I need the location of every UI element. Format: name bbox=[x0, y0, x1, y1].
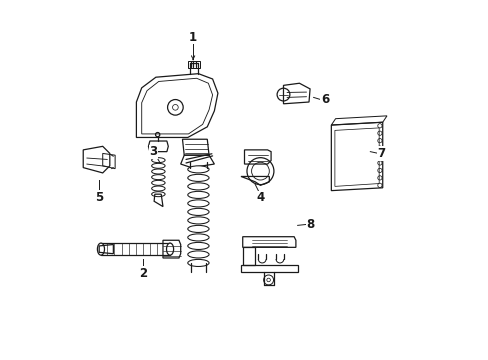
Ellipse shape bbox=[187, 183, 209, 190]
Text: 6: 6 bbox=[320, 93, 328, 107]
Ellipse shape bbox=[187, 166, 209, 173]
Text: 3: 3 bbox=[149, 145, 157, 158]
Ellipse shape bbox=[187, 225, 209, 233]
Ellipse shape bbox=[97, 243, 104, 255]
Text: 8: 8 bbox=[306, 218, 314, 231]
Ellipse shape bbox=[166, 243, 173, 255]
Ellipse shape bbox=[187, 200, 209, 207]
Ellipse shape bbox=[187, 217, 209, 224]
Ellipse shape bbox=[187, 208, 209, 215]
Text: 2: 2 bbox=[139, 267, 147, 280]
Ellipse shape bbox=[187, 242, 209, 249]
Ellipse shape bbox=[187, 234, 209, 241]
Text: 1: 1 bbox=[189, 31, 197, 44]
Ellipse shape bbox=[187, 192, 209, 198]
Ellipse shape bbox=[187, 260, 209, 266]
Ellipse shape bbox=[187, 174, 209, 181]
Text: 4: 4 bbox=[256, 191, 264, 204]
Ellipse shape bbox=[187, 251, 209, 258]
Text: 5: 5 bbox=[95, 190, 103, 203]
Text: 7: 7 bbox=[377, 147, 385, 160]
